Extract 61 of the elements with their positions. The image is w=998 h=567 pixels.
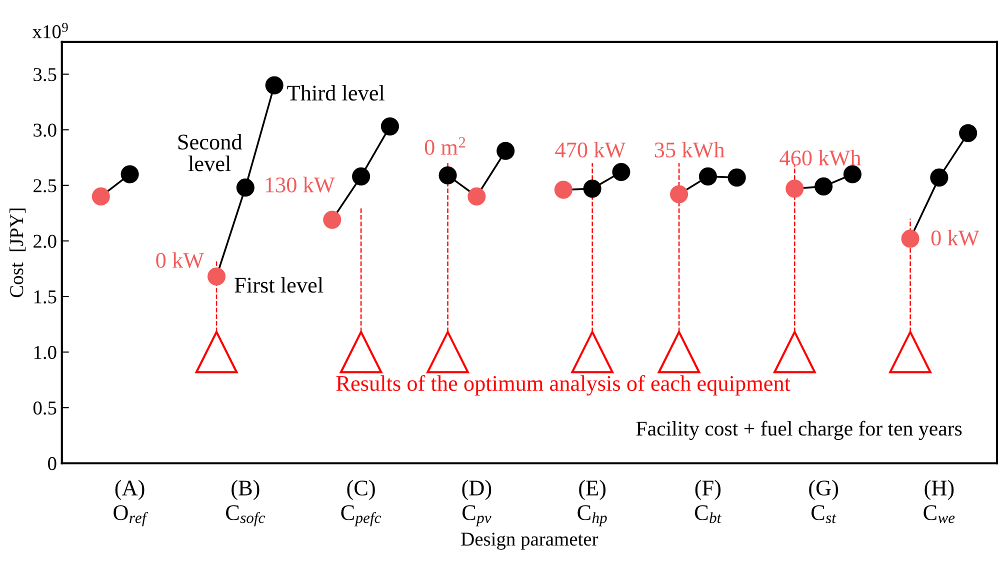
point [438, 166, 457, 184]
x-tick-label: (B) C$_{sofc}$ [226, 480, 265, 526]
point [728, 168, 746, 187]
x-tick-label: (F) C$_{bt}$ [694, 480, 722, 524]
y-tick-label: 2.5 [34, 179, 56, 192]
annotation: 130 kW [266, 176, 335, 193]
point [195, 330, 238, 374]
x-axis-title: Design parameter [461, 532, 598, 550]
y-axis-title: Cost [JPY] [10, 208, 26, 298]
y-tick-label: 3.0 [34, 124, 56, 137]
point [496, 142, 515, 160]
y-tick-label: 0 [48, 457, 56, 470]
annotation: Facility cost + fuel charge for ten years [636, 420, 962, 440]
annotation: 35 kWh [654, 142, 725, 158]
point [843, 165, 862, 184]
x-tick-label: (H) C$_{we}$ [924, 480, 955, 524]
point [698, 167, 717, 186]
point [426, 330, 469, 374]
y-tick-label: 1.0 [34, 346, 56, 360]
point [612, 162, 630, 182]
x-tick-label: (E) C$_{hp}$ [578, 480, 607, 526]
point [930, 168, 948, 187]
y-tick-label: 2.0 [34, 234, 56, 248]
point [571, 330, 614, 374]
point [468, 187, 486, 206]
annotation: Third level [287, 84, 384, 101]
point [583, 180, 602, 198]
annotation: Second level [178, 134, 242, 172]
x-tick-label: (D) C$_{pv}$ [462, 480, 492, 526]
point [208, 267, 226, 286]
point [889, 330, 932, 374]
annotation: First level [234, 277, 324, 293]
point [352, 167, 370, 186]
point [380, 117, 399, 136]
x-tick-label: (G) C$_{st}$ [809, 480, 838, 524]
point [814, 177, 833, 196]
point [554, 180, 572, 199]
point [236, 178, 254, 197]
point [340, 330, 382, 374]
annotation: 460 kWh [780, 150, 862, 166]
point [658, 330, 700, 374]
point [959, 124, 978, 142]
point [120, 165, 139, 184]
point [265, 76, 284, 94]
x-tick-label: (A) O$_{ref}$ [114, 480, 148, 526]
annotation: 0 m$^{2}$ [424, 137, 466, 155]
annotation: 0 kW [156, 252, 204, 268]
y-tick-label: 3.5 [34, 68, 56, 82]
annotation: 0 kW [931, 230, 980, 246]
annotation: 470 kW [555, 142, 626, 158]
x-tick-label: (C) C$_{pefc}$ [341, 480, 382, 526]
point [901, 230, 920, 248]
point [670, 185, 688, 204]
point [773, 330, 816, 374]
y-tick-label: 0.5 [33, 401, 56, 415]
point [92, 187, 110, 206]
text: x10$^{9}$ [32, 22, 68, 38]
y-tick-label: 1.5 [34, 290, 56, 304]
annotation: Results of the optimum analysis of each equipment [336, 375, 790, 396]
point [323, 210, 342, 229]
point [786, 180, 804, 198]
